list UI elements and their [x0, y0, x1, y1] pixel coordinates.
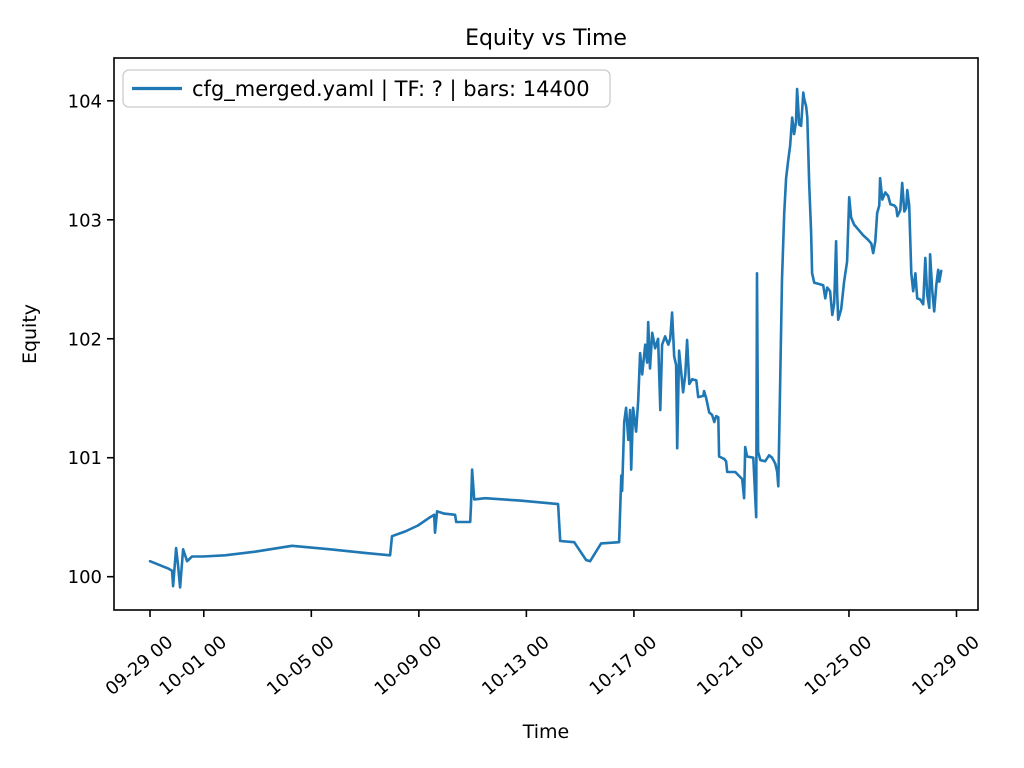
legend-label: cfg_merged.yaml | TF: ? | bars: 14400 [192, 77, 590, 102]
x-tick-label: 10-05 00 [263, 632, 339, 700]
y-axis-ticks: 100 101 102 103 104 [68, 91, 114, 588]
legend-box [122, 69, 611, 108]
x-tick-label: 10-13 00 [478, 632, 554, 700]
equity-line [148, 87, 943, 589]
x-axis-label: Time [522, 721, 570, 743]
x-tick-label: 10-21 00 [693, 632, 769, 700]
y-tick-label: 104 [68, 91, 102, 112]
plot-area [113, 57, 979, 611]
x-tick-label: 10-25 00 [801, 632, 877, 700]
y-tick-label: 103 [68, 210, 102, 231]
x-tick-label: 10-17 00 [586, 632, 662, 700]
y-tick-label: 101 [68, 448, 102, 469]
y-tick-label: 102 [68, 329, 102, 350]
chart-title: Equity vs Time [465, 26, 627, 51]
y-axis-label: Equity [19, 304, 41, 364]
plot-series-group [148, 87, 943, 589]
legend: cfg_merged.yaml | TF: ? | bars: 14400 [122, 69, 611, 108]
x-tick-label: 10-09 00 [371, 632, 447, 700]
x-tick-label: 10-29 00 [908, 632, 984, 700]
y-tick-label: 100 [68, 567, 102, 588]
